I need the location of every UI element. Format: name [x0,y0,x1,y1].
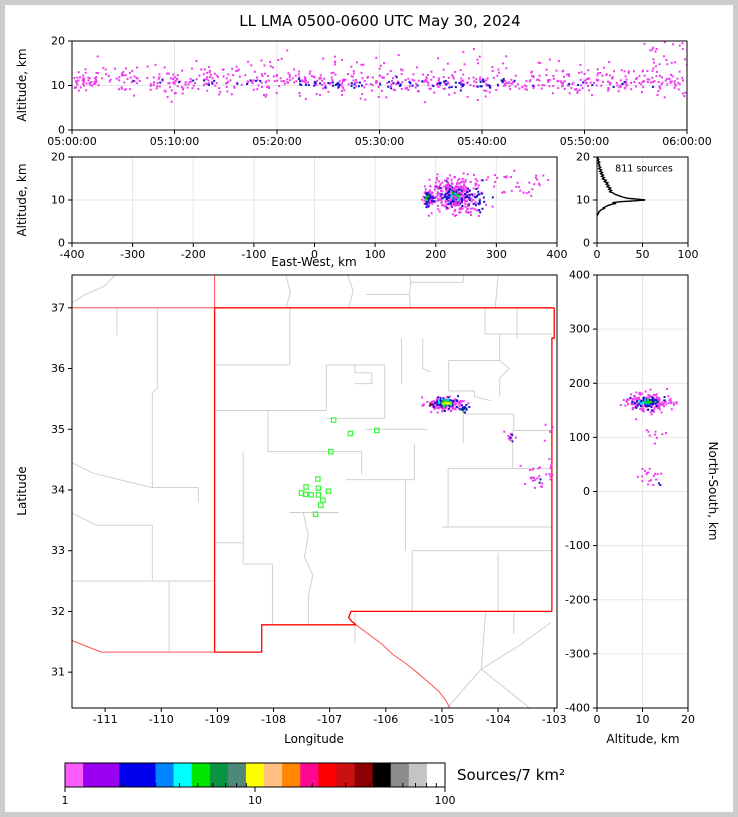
svg-text:-400: -400 [60,248,85,261]
histogram-source-count: 811 sources [615,163,673,175]
svg-text:400: 400 [569,269,590,282]
svg-text:50: 50 [636,248,650,261]
svg-text:-200: -200 [565,593,590,606]
svg-text:34: 34 [51,483,65,496]
svg-text:1: 1 [62,794,69,807]
svg-text:-300: -300 [565,647,590,660]
svg-text:0: 0 [583,237,590,250]
svg-text:-111: -111 [93,713,118,726]
svg-text:10: 10 [248,794,262,807]
map-lma-stations [298,417,380,518]
svg-text:06:00:00: 06:00:00 [662,135,711,148]
svg-text:05:50:00: 05:50:00 [560,135,609,148]
svg-text:0: 0 [594,248,601,261]
map-source-points [421,395,554,489]
svg-text:20: 20 [576,151,590,164]
svg-text:10: 10 [51,79,65,92]
svg-text:0: 0 [311,248,318,261]
map-county-lines [72,275,552,708]
svg-text:100: 100 [435,794,456,807]
svg-text:20: 20 [51,151,65,164]
map-xlabel: Longitude [284,732,344,746]
svg-text:-100: -100 [565,539,590,552]
svg-text:31: 31 [51,666,65,679]
density-colorbar: 1 10 100 [62,762,456,807]
svg-text:36: 36 [51,362,65,375]
svg-text:-100: -100 [241,248,266,261]
svg-text:33: 33 [51,544,65,557]
svg-text:400: 400 [547,248,568,261]
plot-title: LL LMA 0500-0600 UTC May 30, 2024 [239,12,521,30]
plan-view-map-panel: -111 -110 -109 -108 -107 -106 -105 -104 -103 31 32… [51,274,567,726]
svg-text:20: 20 [51,35,65,48]
svg-text:200: 200 [425,248,446,261]
svg-text:-106: -106 [373,713,398,726]
svg-text:0: 0 [58,237,65,250]
ns-altitude-panel: 0 10 20 400 300 200 100 0 -100 -200 -300 -400 [565,269,695,727]
svg-text:37: 37 [51,301,65,314]
svg-text:05:20:00: 05:20:00 [252,135,301,148]
svg-text:0: 0 [583,485,590,498]
ew-panel-ylabel: Altitude, km [15,163,29,237]
svg-text:10: 10 [51,194,65,207]
svg-text:-110: -110 [149,713,174,726]
time-altitude-points [73,41,687,104]
colorbar-label: Sources/7 km² [457,766,566,784]
svg-text:10: 10 [576,194,590,207]
map-ylabel: Latitude [15,466,29,516]
svg-text:-107: -107 [317,713,342,726]
svg-text:300: 300 [486,248,507,261]
svg-text:100: 100 [365,248,386,261]
svg-text:-300: -300 [120,248,145,261]
svg-text:32: 32 [51,605,65,618]
svg-text:300: 300 [569,323,590,336]
svg-text:-105: -105 [429,713,454,726]
ew-altitude-points [421,169,550,217]
svg-text:-400: -400 [565,702,590,715]
svg-text:100: 100 [678,248,699,261]
ns-panel-xlabel: Altitude, km [606,732,680,746]
svg-text:0: 0 [58,124,65,137]
svg-text:05:40:00: 05:40:00 [457,135,506,148]
svg-text:-108: -108 [261,713,286,726]
ns-altitude-points [619,388,678,487]
svg-text:-104: -104 [486,713,511,726]
time-panel-ylabel: Altitude, km [15,48,29,122]
svg-text:35: 35 [51,423,65,436]
map-neighbor-state-borders [72,275,451,708]
ns-panel-ylabel: North-South, km [706,441,720,541]
svg-text:20: 20 [681,713,695,726]
svg-text:100: 100 [569,431,590,444]
ew-altitude-panel: -400 -300 -200 -100 0 100 200 300 400 0 10 20 [51,151,568,262]
figure-background [5,5,733,812]
svg-text:200: 200 [569,377,590,390]
svg-text:-109: -109 [205,713,230,726]
ew-panel-xlabel: East-West, km [271,255,357,269]
svg-text:10: 10 [636,713,650,726]
svg-text:0: 0 [594,713,601,726]
svg-text:-103: -103 [542,713,567,726]
altitude-histogram-panel: 0 50 100 0 10 20 [576,151,699,262]
svg-text:05:10:00: 05:10:00 [150,135,199,148]
svg-text:05:30:00: 05:30:00 [355,135,404,148]
time-altitude-panel: 05:00:00 05:10:00 05:20:00 05:30:00 05:40:00… [47,35,711,149]
svg-text:05:00:00: 05:00:00 [47,135,96,148]
svg-text:-200: -200 [181,248,206,261]
altitude-histogram-line [597,157,646,216]
